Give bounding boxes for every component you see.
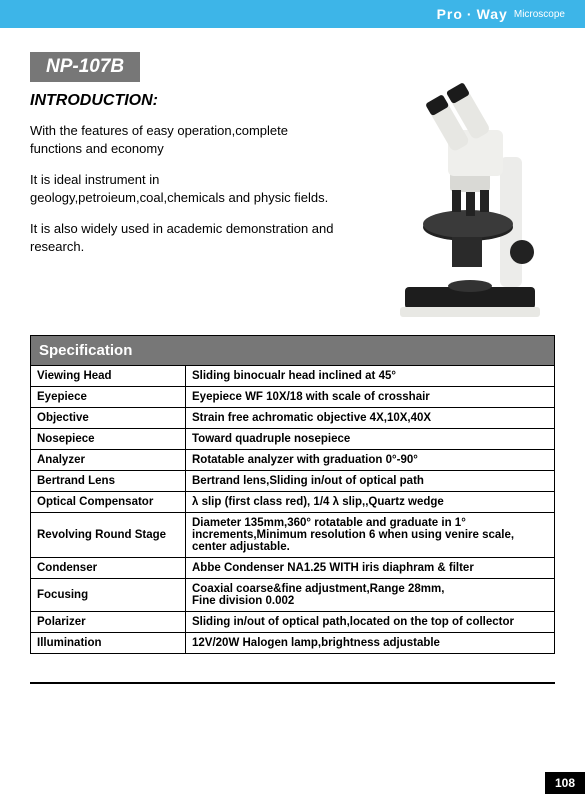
intro-p2: It is ideal instrument in geology,petroi… [30,171,340,206]
spec-body: Viewing HeadSliding binocualr head incli… [31,366,555,654]
microscope-image [390,52,550,322]
brand-sub: Microscope [514,9,565,20]
spec-key: Focusing [31,579,186,612]
spec-key: Viewing Head [31,366,186,387]
table-row: ObjectiveStrain free achromatic objectiv… [31,408,555,429]
table-row: FocusingCoaxial coarse&fine adjustment,R… [31,579,555,612]
spec-key: Analyzer [31,450,186,471]
spec-value: 12V/20W Halogen lamp,brightness adjustab… [186,633,555,654]
spec-key: Optical Compensator [31,492,186,513]
spec-key: Eyepiece [31,387,186,408]
spec-value: Toward quadruple nosepiece [186,429,555,450]
brand-pro: Pro [437,6,463,22]
spec-value: Diameter 135mm,360° rotatable and gradua… [186,513,555,558]
table-row: Viewing HeadSliding binocualr head incli… [31,366,555,387]
table-row: Optical Compensatorλ slip (first class r… [31,492,555,513]
table-row: EyepieceEyepiece WF 10X/18 with scale of… [31,387,555,408]
spec-key: Polarizer [31,612,186,633]
spec-key: Revolving Round Stage [31,513,186,558]
table-row: CondenserAbbe Condenser NA1.25 WITH iris… [31,558,555,579]
spec-key: Nosepiece [31,429,186,450]
spec-key: Bertrand Lens [31,471,186,492]
specification-table: Specification Viewing HeadSliding binocu… [30,335,555,654]
intro-p3: It is also widely used in academic demon… [30,220,340,255]
bottom-rule [30,682,555,684]
brand-way: Way [477,6,508,22]
spec-value: Sliding in/out of optical path,located o… [186,612,555,633]
spec-value: Strain free achromatic objective 4X,10X,… [186,408,555,429]
spec-key: Condenser [31,558,186,579]
table-row: AnalyzerRotatable analyzer with graduati… [31,450,555,471]
spec-key: Illumination [31,633,186,654]
table-row: Illumination12V/20W Halogen lamp,brightn… [31,633,555,654]
spec-value: Rotatable analyzer with graduation 0°-90… [186,450,555,471]
page-number: 108 [545,772,585,794]
spec-value: Sliding binocualr head inclined at 45° [186,366,555,387]
table-row: Bertrand LensBertrand lens,Sliding in/ou… [31,471,555,492]
spec-value: Coaxial coarse&fine adjustment,Range 28m… [186,579,555,612]
spec-key: Objective [31,408,186,429]
spec-title: Specification [31,336,555,366]
table-row: Revolving Round StageDiameter 135mm,360°… [31,513,555,558]
header-bar: Pro · Way Microscope [0,0,585,28]
spec-value: λ slip (first class red), 1/4 λ slip,,Qu… [186,492,555,513]
table-row: PolarizerSliding in/out of optical path,… [31,612,555,633]
intro-p1: With the features of easy operation,comp… [30,122,340,157]
table-row: NosepieceToward quadruple nosepiece [31,429,555,450]
spec-value: Eyepiece WF 10X/18 with scale of crossha… [186,387,555,408]
spec-value: Bertrand lens,Sliding in/out of optical … [186,471,555,492]
model-badge: NP-107B [30,52,140,82]
page-content: NP-107B INTRODUCTION: With the features … [0,28,585,654]
brand-dot: · [467,6,473,22]
spec-value: Abbe Condenser NA1.25 WITH iris diaphram… [186,558,555,579]
